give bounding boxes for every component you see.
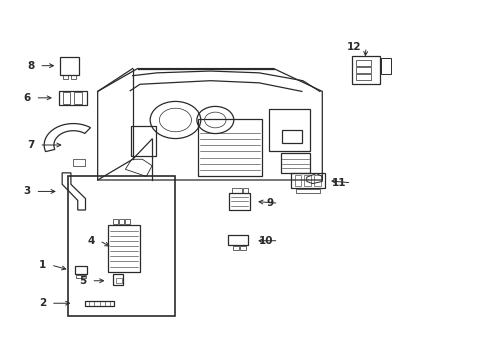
Text: 9: 9: [266, 198, 273, 208]
Bar: [119, 219, 123, 225]
Bar: [240, 246, 245, 249]
Bar: [108, 225, 140, 272]
Bar: [268, 109, 309, 152]
Bar: [62, 92, 70, 104]
Bar: [85, 301, 114, 306]
Bar: [74, 92, 82, 104]
Bar: [71, 75, 76, 79]
Bar: [68, 176, 175, 316]
Bar: [125, 219, 130, 225]
Bar: [228, 235, 247, 246]
Bar: [232, 246, 238, 249]
Bar: [116, 278, 122, 283]
Bar: [229, 193, 249, 210]
Bar: [74, 266, 86, 274]
Bar: [351, 56, 379, 84]
Text: 7: 7: [27, 140, 34, 150]
Text: 8: 8: [27, 61, 34, 71]
Text: 3: 3: [23, 186, 30, 197]
Text: 2: 2: [39, 298, 46, 308]
Bar: [59, 91, 87, 105]
Text: 11: 11: [331, 178, 346, 188]
Bar: [60, 57, 79, 75]
Bar: [63, 75, 68, 79]
Bar: [355, 67, 370, 73]
Bar: [76, 275, 85, 278]
Bar: [73, 159, 85, 166]
Text: 4: 4: [87, 236, 95, 246]
Bar: [355, 60, 370, 66]
Bar: [130, 126, 156, 156]
Text: 12: 12: [346, 42, 361, 52]
Bar: [281, 153, 309, 173]
Text: 5: 5: [79, 276, 86, 286]
Bar: [282, 130, 301, 143]
Bar: [242, 188, 248, 193]
Bar: [295, 189, 319, 193]
Bar: [304, 175, 310, 186]
Bar: [232, 188, 242, 193]
Text: 1: 1: [39, 260, 46, 270]
Text: 10: 10: [259, 236, 273, 246]
Bar: [290, 173, 324, 188]
Bar: [113, 274, 122, 285]
Bar: [313, 175, 320, 186]
Bar: [380, 58, 390, 75]
Bar: [198, 119, 261, 176]
Text: 6: 6: [23, 93, 30, 103]
Bar: [355, 74, 370, 80]
Bar: [113, 219, 117, 225]
Bar: [294, 175, 301, 186]
